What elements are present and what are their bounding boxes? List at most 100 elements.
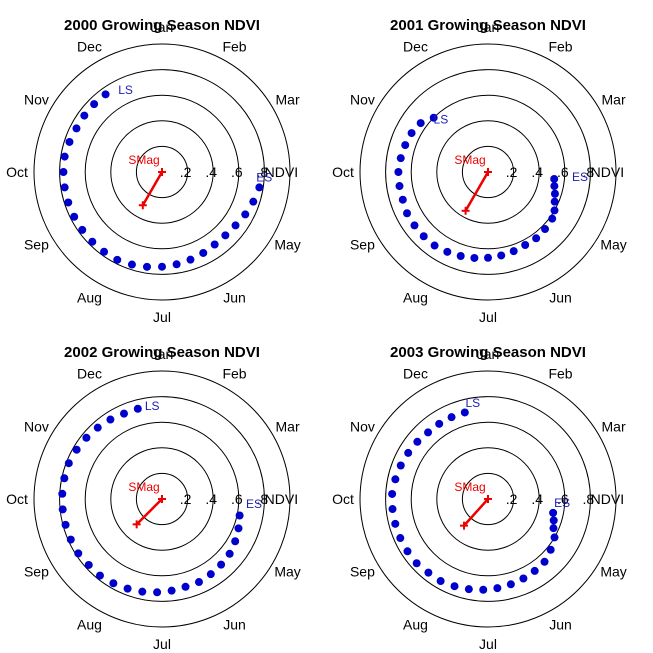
radial-tick-label: .4: [531, 164, 543, 180]
smag-label: SMag: [128, 153, 159, 167]
month-label: Jun: [223, 617, 246, 633]
ndvi-point: [60, 183, 69, 192]
month-label: Jan: [151, 19, 174, 35]
month-label: Sep: [350, 237, 375, 253]
ndvi-point: [550, 174, 559, 183]
es-label: ES: [246, 497, 262, 511]
radial-tick-label: .2: [180, 164, 192, 180]
ndvi-point: [58, 505, 67, 514]
ndvi-point: [388, 505, 397, 514]
ndvi-point: [206, 570, 215, 579]
ndvi-point: [60, 474, 69, 483]
ndvi-point: [412, 559, 421, 568]
ndvi-point: [519, 574, 528, 583]
radial-tick-label: .8: [257, 164, 269, 180]
radial-gridline-4: [385, 69, 591, 275]
radial-gridline-1: [461, 472, 515, 526]
month-label: Jan: [477, 346, 500, 362]
ndvi-point: [530, 566, 539, 575]
ndvi-point: [395, 182, 404, 191]
radial-axis-label: NDVI: [591, 164, 624, 180]
ndvi-point: [66, 535, 75, 544]
month-label: Jan: [151, 346, 174, 362]
ndvi-point: [532, 234, 541, 243]
ndvi-point: [64, 459, 73, 468]
month-label: Mar: [602, 419, 626, 435]
ndvi-point: [225, 549, 234, 558]
month-label: May: [600, 564, 626, 580]
ndvi-point: [84, 560, 93, 569]
ndvi-point: [464, 585, 473, 594]
ndvi-point: [549, 508, 558, 517]
radial-gridline-3: [410, 94, 566, 250]
ndvi-point: [497, 251, 506, 260]
ndvi-point: [72, 124, 81, 133]
ndvi-point: [119, 409, 128, 418]
ndvi-point: [550, 189, 559, 198]
ndvi-point: [78, 225, 87, 234]
month-label: Sep: [24, 564, 49, 580]
ndvi-point: [493, 584, 502, 593]
radial-gridline-4: [385, 396, 591, 602]
ndvi-point: [90, 100, 99, 109]
ndvi-point: [167, 586, 176, 595]
month-label: Jul: [479, 636, 497, 652]
ndvi-point: [210, 240, 219, 249]
ndvi-point: [419, 232, 428, 241]
ls-label: LS: [434, 113, 449, 127]
radial-gridline-5: [33, 43, 291, 301]
ndvi-point: [506, 580, 515, 589]
radial-tick-label: .2: [506, 491, 518, 507]
radial-tick-label: .2: [506, 164, 518, 180]
month-label: Jul: [153, 309, 171, 325]
ndvi-point: [546, 545, 555, 554]
radial-gridline-3: [84, 94, 240, 250]
radial-tick-label: .6: [231, 491, 243, 507]
ndvi-point: [221, 231, 230, 240]
month-label: Jan: [477, 19, 500, 35]
ndvi-point: [80, 111, 89, 120]
radial-tick-label: .6: [231, 164, 243, 180]
radial-tick-label: .8: [583, 491, 595, 507]
es-label: ES: [554, 496, 570, 510]
ndvi-point: [548, 214, 557, 223]
ndvi-point: [407, 129, 416, 138]
ndvi-point: [403, 209, 412, 218]
month-label: Aug: [77, 290, 102, 306]
radial-tick-label: .4: [205, 491, 217, 507]
chart-title: 2002 Growing Season NDVI: [64, 344, 260, 361]
month-label: Aug: [403, 617, 428, 633]
month-label: Jun: [549, 290, 572, 306]
radial-gridline-2: [110, 447, 214, 551]
ndvi-point: [138, 587, 147, 596]
ndvi-point: [429, 113, 438, 122]
month-label: Jun: [223, 290, 246, 306]
ndvi-point: [484, 253, 492, 262]
chart-title: 2000 Growing Season NDVI: [64, 17, 260, 34]
ndvi-point: [142, 262, 151, 271]
month-label: Feb: [548, 365, 572, 381]
month-label: Oct: [332, 491, 354, 507]
ndvi-point: [413, 437, 422, 446]
month-label: Mar: [602, 92, 626, 108]
ndvi-point: [396, 534, 405, 543]
ndvi-point: [158, 262, 166, 271]
month-label: Nov: [24, 92, 49, 108]
month-label: Dec: [403, 365, 428, 381]
ndvi-point: [549, 516, 558, 525]
month-label: Aug: [403, 290, 428, 306]
ndvi-point: [396, 154, 405, 163]
smag-vector-line: [141, 171, 164, 206]
ndvi-point: [217, 560, 226, 569]
smag-label: SMag: [454, 153, 485, 167]
smag-vector-line: [135, 498, 163, 526]
radial-tick-label: .4: [531, 491, 543, 507]
ndvi-point: [549, 524, 558, 533]
month-label: Sep: [350, 564, 375, 580]
ndvi-point: [388, 489, 397, 498]
ls-label: LS: [145, 399, 160, 413]
